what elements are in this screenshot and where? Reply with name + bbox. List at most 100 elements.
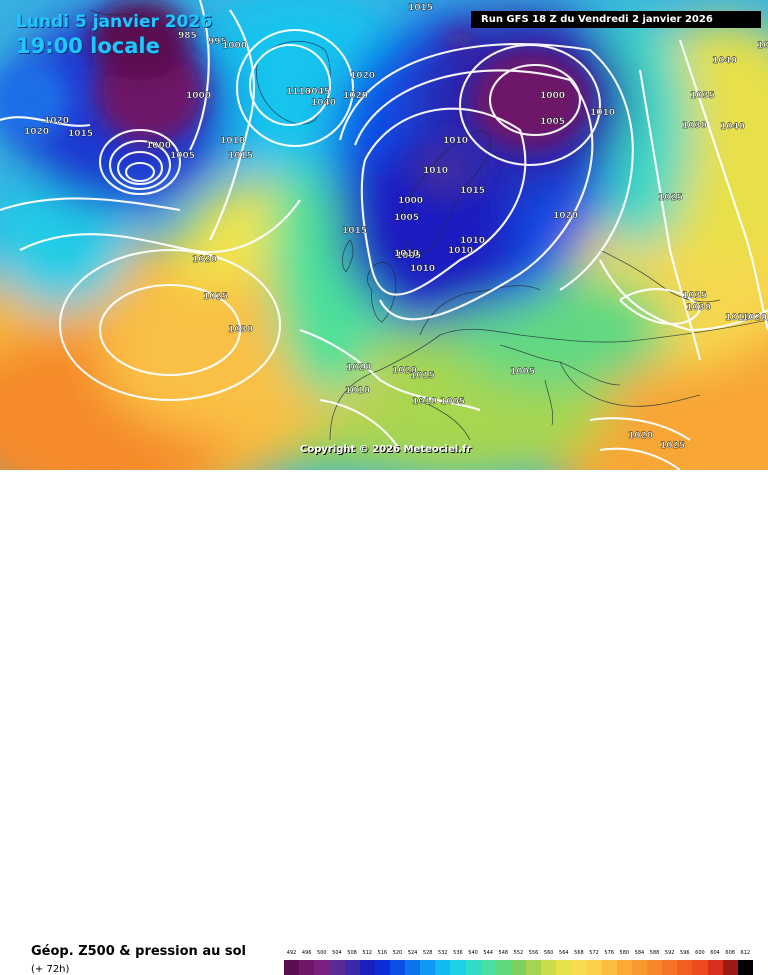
isobar-label: 1005	[394, 213, 419, 223]
valid-date: Lundi 5 janvier 2026	[16, 12, 213, 32]
isobar-label: 1000	[398, 196, 423, 206]
color-scale-swatches	[284, 960, 753, 975]
isobar-label: 1020	[343, 91, 368, 101]
scale-label: 500	[317, 950, 327, 956]
isobar-label: 1045	[757, 41, 768, 51]
scale-label: 572	[589, 950, 599, 956]
isobar-label: 1040	[311, 98, 336, 108]
isobar-label: 1020	[192, 255, 217, 265]
scale-label: 524	[407, 950, 418, 956]
scale-swatch	[450, 960, 466, 975]
isobar-label: 1010	[443, 136, 468, 146]
isobar-label: 1015	[342, 226, 367, 236]
isobar-label: 1030	[228, 325, 253, 335]
isobar-label: 1010	[410, 264, 435, 274]
scale-swatch	[465, 960, 481, 975]
color-scale-labels: 492 496 500 504 508 512 516 520 524 528 532 536 540 5…	[284, 949, 753, 958]
isobar-label: 1040	[720, 122, 745, 132]
isobar-label: 1020	[392, 366, 417, 376]
isobar-label: 1000	[540, 91, 565, 101]
scale-label: 516	[377, 950, 388, 956]
scale-swatch	[374, 960, 390, 975]
isobar-label: 1010	[448, 246, 473, 256]
scale-label: 612	[740, 950, 751, 956]
scale-swatch	[677, 960, 693, 975]
scale-swatch	[495, 960, 511, 975]
isobar-label: 1020	[24, 127, 49, 137]
scale-label: 588	[649, 950, 660, 956]
scale-label: 568	[574, 950, 584, 956]
scale-swatch	[314, 960, 330, 975]
scale-swatch	[510, 960, 526, 975]
scale-label: 504	[332, 950, 342, 956]
isobar-label: 1010	[345, 386, 370, 396]
run-banner: Run GFS 18 Z du Vendredi 2 janvier 2026	[471, 11, 761, 28]
isobar-label: 1000	[146, 141, 171, 151]
isobar-label: 1020	[44, 116, 69, 126]
scale-label: 580	[619, 950, 630, 956]
scale-swatch	[329, 960, 345, 975]
scale-swatch	[601, 960, 617, 975]
scale-swatch	[631, 960, 647, 975]
isobar-label: 1010	[423, 166, 448, 176]
scale-swatch	[526, 960, 542, 975]
scale-label: 544	[483, 950, 493, 956]
scale-label: 528	[422, 950, 433, 956]
scale-label: 552	[513, 950, 524, 956]
scale-swatch	[722, 960, 738, 975]
scale-label: 548	[498, 950, 509, 956]
isobar-label: 1015	[410, 371, 435, 381]
valid-time: 19:00 locale	[16, 34, 160, 58]
scale-label: 560	[543, 950, 554, 956]
scale-label: 540	[468, 950, 478, 956]
isobar-label: 1000	[186, 91, 211, 101]
isobar-label: 1035	[690, 91, 715, 101]
scale-swatch	[389, 960, 405, 975]
scale-swatch	[344, 960, 360, 975]
geopotential-field	[0, 0, 768, 470]
scale-swatch	[571, 960, 587, 975]
scale-swatch	[692, 960, 708, 975]
copyright-notice: Copyright © 2026 Meteociel.fr	[300, 444, 472, 455]
isobar-label: 1005	[396, 251, 421, 261]
scale-swatch	[707, 960, 723, 975]
scale-swatch	[556, 960, 572, 975]
scale-swatch	[737, 960, 753, 975]
isobar-label: 1020	[553, 211, 578, 221]
scale-label: 576	[604, 950, 614, 956]
isobar-label: 1005	[540, 117, 565, 127]
scale-swatch	[359, 960, 375, 975]
isobar-label: 1110	[286, 87, 311, 97]
scale-swatch	[420, 960, 436, 975]
isobar-label: 1030	[682, 121, 707, 131]
scale-swatch	[435, 960, 451, 975]
coastlines	[89, 9, 768, 441]
scale-label: 608	[725, 950, 735, 956]
scale-label: 564	[559, 950, 569, 956]
scale-label: 532	[438, 950, 448, 956]
isobars	[0, 0, 768, 470]
isobar-label: 1040	[712, 56, 737, 66]
map-title: Géop. Z500 & pression au sol	[31, 944, 246, 959]
color-scale: 492 496 500 504 508 512 516 520 524 528 532 536 540 5…	[284, 949, 753, 975]
forecast-range: (+ 72h)	[31, 964, 70, 975]
scale-label: 592	[664, 950, 675, 956]
scale-swatch	[405, 960, 421, 975]
isobar-label: 1020	[350, 71, 375, 81]
scale-label: 496	[301, 950, 312, 956]
isobar-label: 1020	[628, 431, 653, 441]
isobar-label: 1025	[660, 441, 685, 451]
isobar-labels: 9859951000100010001000100510101015102010…	[24, 3, 768, 451]
isobar-label: 1025	[658, 193, 683, 203]
scale-label: 604	[710, 950, 720, 956]
isobar-label: 1015	[68, 129, 93, 139]
isobar-label: 1000	[222, 41, 247, 51]
scale-label: 520	[392, 950, 403, 956]
isobar-label: 1010	[394, 249, 419, 259]
scale-label: 536	[453, 950, 463, 956]
isobar-label: 1045	[305, 87, 330, 97]
scale-swatch	[647, 960, 663, 975]
scale-label: 508	[347, 950, 357, 956]
scale-label: 512	[362, 950, 372, 956]
map-canvas: 9859951000100010001000100510101015102010…	[0, 0, 768, 470]
